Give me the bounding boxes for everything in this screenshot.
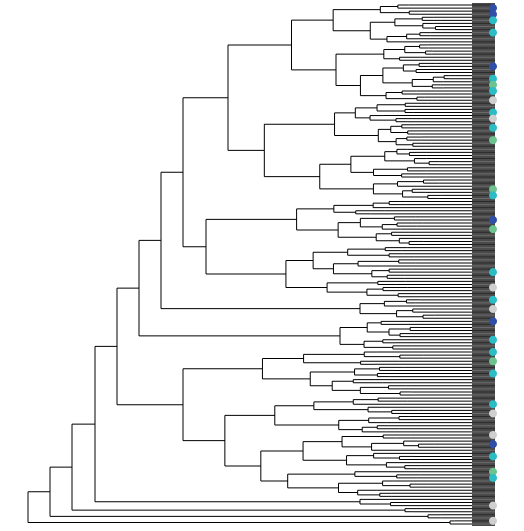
tip-marker-gray xyxy=(489,96,497,105)
tip-marker-gray xyxy=(489,114,497,123)
tip-marker-teal xyxy=(489,86,497,95)
tree-branches xyxy=(27,4,472,525)
tip-marker-gray xyxy=(489,305,497,314)
tip-marker-gray xyxy=(489,430,497,439)
tip-marker-gray xyxy=(489,409,497,418)
tip-marker-teal xyxy=(489,268,497,277)
tip-marker-navy xyxy=(489,317,497,326)
tip-marker-green xyxy=(489,467,497,476)
tip-marker-teal xyxy=(489,74,497,83)
tip-marker-navy xyxy=(489,10,497,19)
tree-leaf-strip xyxy=(472,3,495,526)
tip-marker-teal xyxy=(489,335,497,344)
tip-marker-teal xyxy=(489,452,497,461)
tip-marker-teal xyxy=(489,348,497,357)
tip-marker-teal xyxy=(489,123,497,132)
tip-marker-teal xyxy=(489,108,497,117)
tip-marker-green xyxy=(489,225,497,234)
tip-marker-gray xyxy=(489,283,497,292)
tip-marker-green xyxy=(489,357,497,366)
tip-marker-navy xyxy=(489,4,497,13)
tip-marker-green xyxy=(489,80,497,89)
tip-marker-teal xyxy=(489,473,497,482)
tip-marker-green xyxy=(489,136,497,145)
tip-marker-gray xyxy=(489,516,497,525)
tip-marker-teal xyxy=(489,400,497,409)
tip-marker-teal xyxy=(489,16,497,25)
tip-marker-gray xyxy=(489,501,497,510)
tip-marker-teal xyxy=(489,28,497,37)
tip-marker-teal xyxy=(489,295,497,304)
tip-marker-teal xyxy=(489,369,497,378)
tip-marker-navy xyxy=(489,215,497,224)
tip-marker-navy xyxy=(489,62,497,71)
tip-markers xyxy=(489,4,497,525)
tip-marker-navy xyxy=(489,440,497,449)
tip-marker-green xyxy=(489,185,497,194)
tip-marker-teal xyxy=(489,191,497,200)
